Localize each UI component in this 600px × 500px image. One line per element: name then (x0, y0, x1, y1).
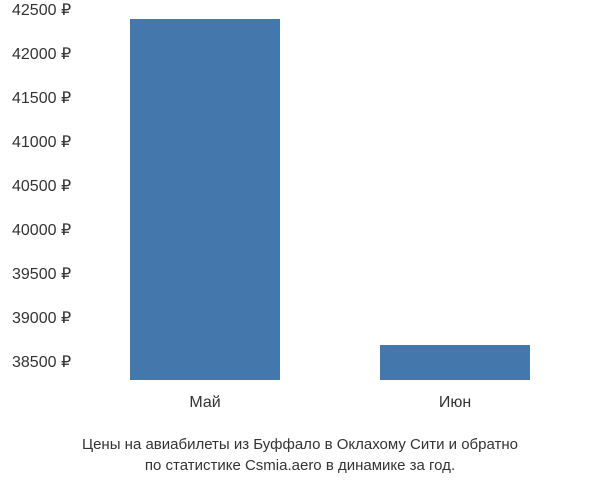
y-axis: 42500 ₽ 42000 ₽ 41500 ₽ 41000 ₽ 40500 ₽ 40000… (0, 0, 100, 390)
y-tick: 41500 ₽ (0, 88, 100, 108)
y-tick: 42500 ₽ (0, 0, 100, 20)
x-label: Май (189, 394, 220, 412)
bar (380, 345, 530, 380)
x-label: Июн (439, 394, 471, 412)
y-tick: 39000 ₽ (0, 308, 100, 328)
y-tick: 39500 ₽ (0, 264, 100, 284)
chart-caption: Цены на авиабилеты из Буффало в Оклахому… (0, 434, 600, 476)
y-tick: 42000 ₽ (0, 44, 100, 64)
x-axis-labels: Май Июн (100, 390, 590, 420)
y-tick: 41000 ₽ (0, 132, 100, 152)
y-tick: 38500 ₽ (0, 352, 100, 372)
y-tick: 40000 ₽ (0, 220, 100, 240)
plot-area (100, 10, 590, 380)
bar (130, 19, 280, 380)
caption-line-2: по статистике Csmia.aero в динамике за г… (0, 455, 600, 476)
price-chart: 42500 ₽ 42000 ₽ 41500 ₽ 41000 ₽ 40500 ₽ 40000… (0, 0, 600, 420)
y-tick: 40500 ₽ (0, 176, 100, 196)
caption-line-1: Цены на авиабилеты из Буффало в Оклахому… (0, 434, 600, 455)
